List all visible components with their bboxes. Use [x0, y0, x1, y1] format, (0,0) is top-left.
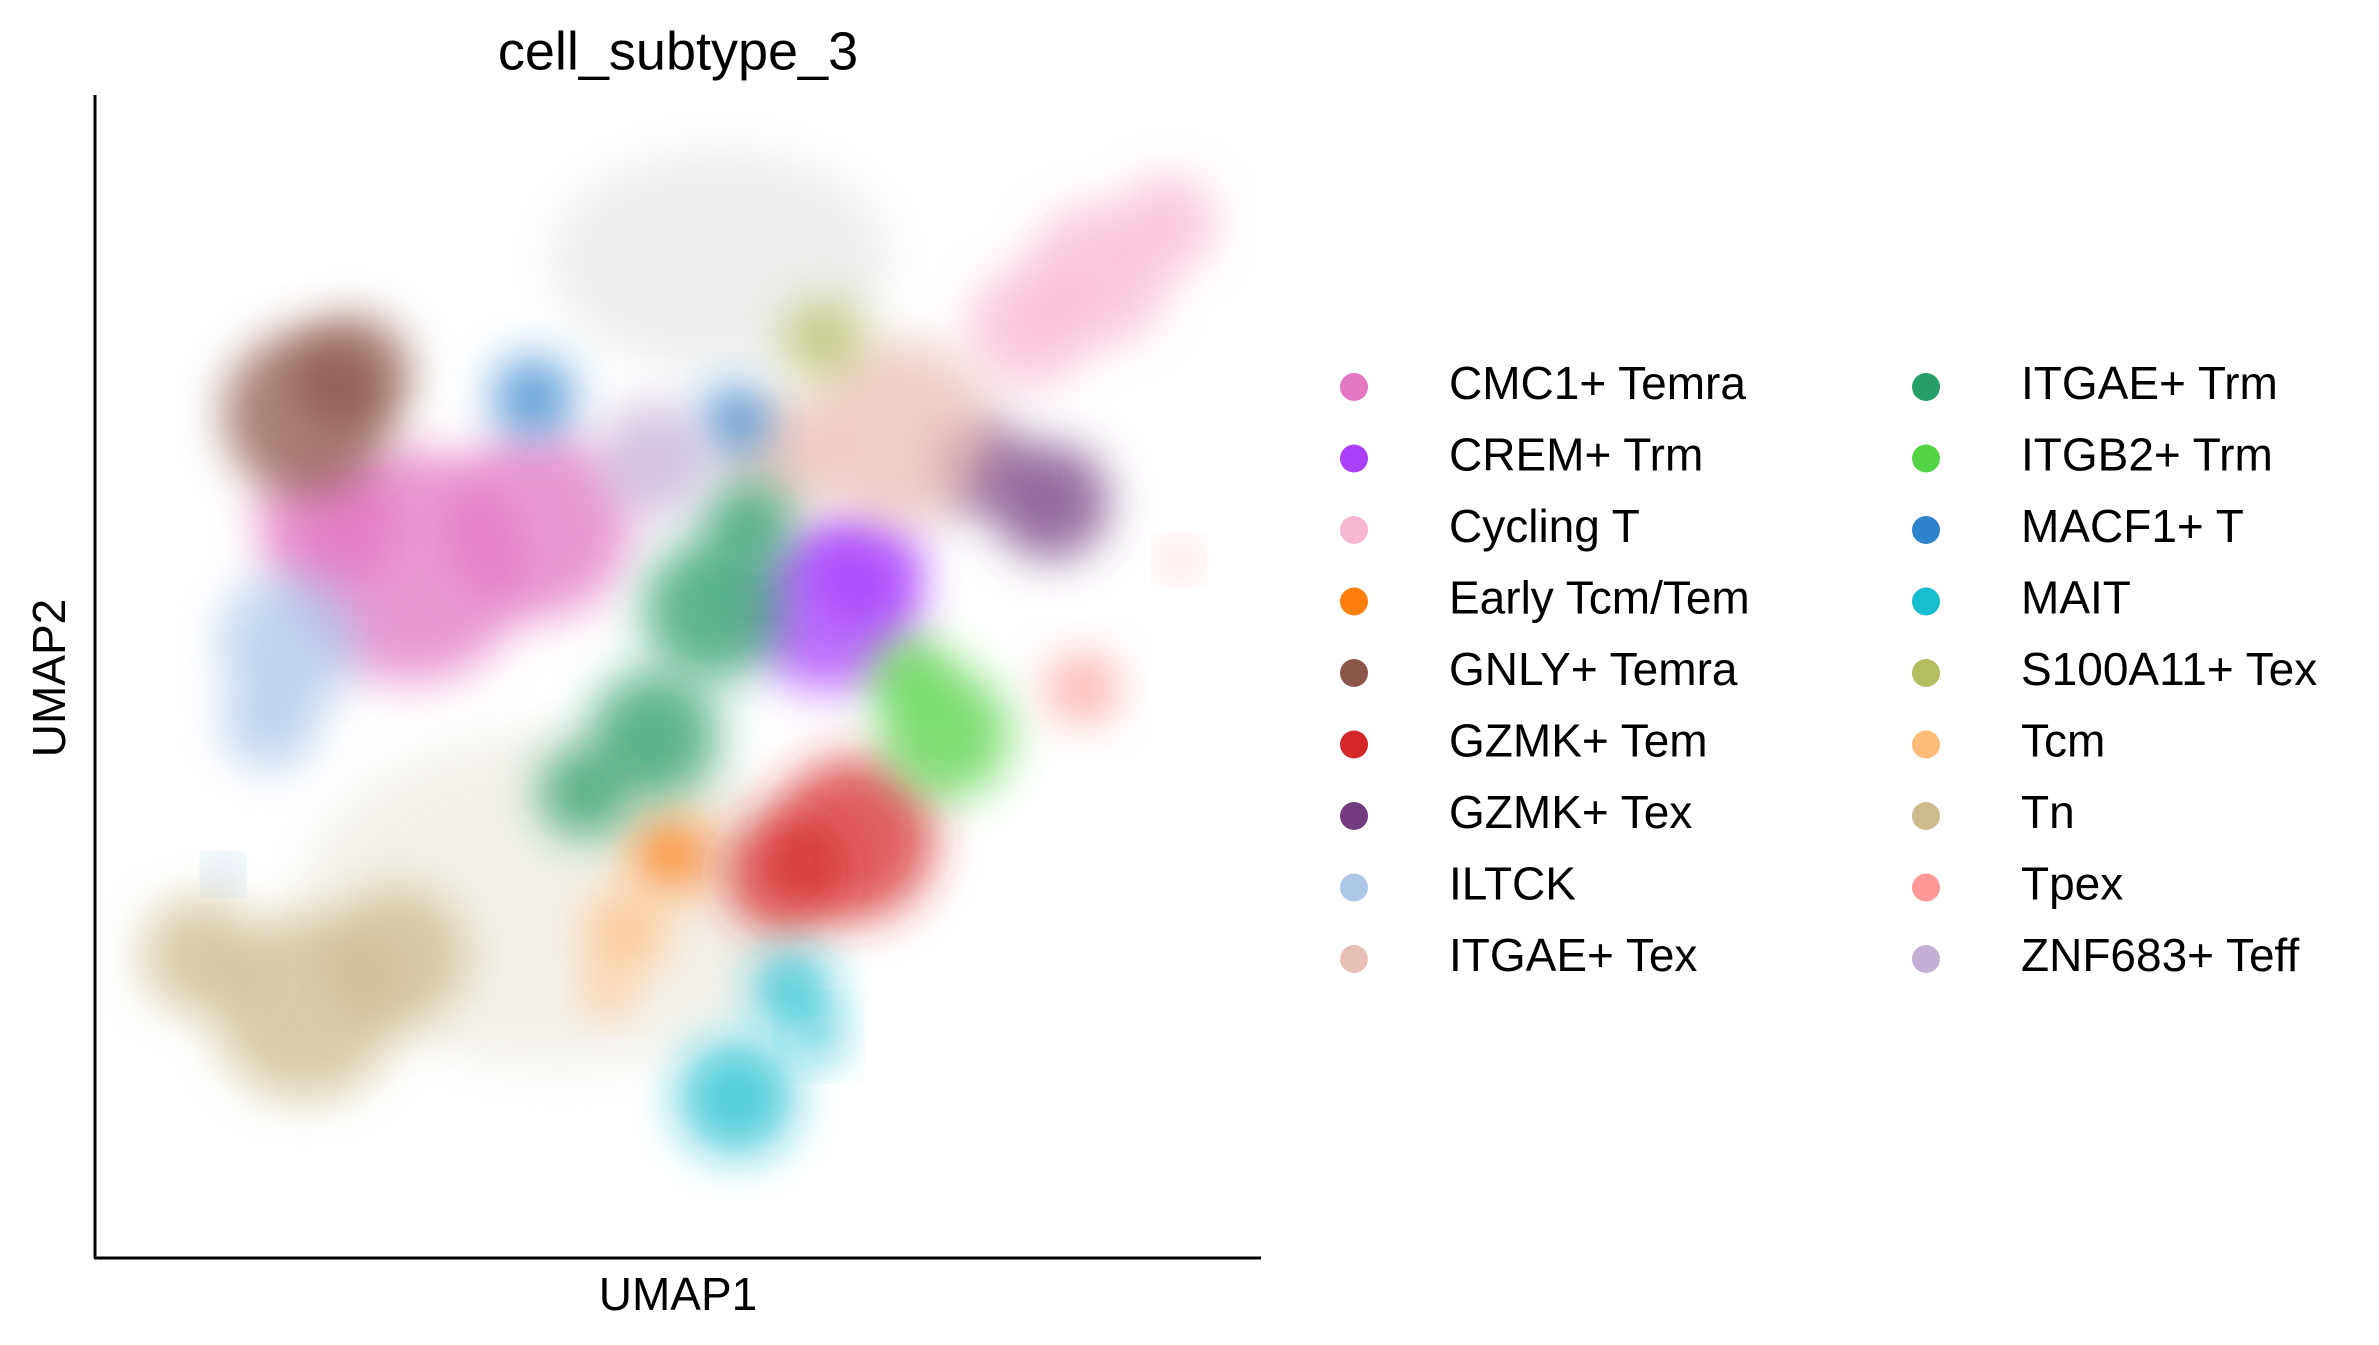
legend-label: GZMK+ Tem — [1449, 715, 1708, 767]
legend-label: Tcm — [2021, 715, 2105, 767]
cluster-point — [584, 967, 632, 1014]
cluster-point — [630, 813, 712, 896]
legend-label: MACF1+ T — [2021, 500, 2244, 552]
points — [141, 176, 1215, 1156]
legend-label: CREM+ Trm — [1449, 429, 1703, 481]
chart-title: cell_subtype_3 — [498, 21, 858, 81]
legend-marker — [1340, 587, 1368, 616]
legend-marker — [1912, 802, 1940, 830]
y-axis-label: UMAP2 — [23, 599, 75, 757]
legend: CMC1+ Temra CREM+ Trm Cycling T Early Tcm/T… — [1340, 357, 2317, 981]
cluster-point — [724, 815, 842, 933]
cluster-point — [782, 298, 865, 381]
cluster-point — [643, 540, 783, 681]
legend-marker — [1340, 802, 1368, 830]
cluster-point — [701, 478, 795, 572]
legend-label: GZMK+ Tex — [1449, 786, 1692, 838]
cluster-point — [538, 746, 632, 840]
legend-marker — [1912, 444, 1940, 473]
cluster-point — [751, 949, 834, 1032]
legend-marker — [1912, 373, 1940, 401]
legend-marker — [1912, 873, 1940, 902]
cluster-point — [678, 1039, 795, 1156]
legend-label: S100A11+ Tex — [2021, 643, 2317, 695]
legend-label: ZNF683+ Teff — [2021, 929, 2300, 981]
cluster-point — [584, 891, 667, 974]
legend-label: MAIT — [2021, 572, 2131, 624]
cluster-point — [1047, 653, 1118, 724]
legend-label: CMC1+ Temra — [1449, 357, 1746, 409]
x-axis-label: UMAP1 — [599, 1268, 757, 1320]
legend-marker — [1912, 730, 1940, 759]
legend-marker — [1340, 516, 1368, 544]
legend-label: ITGB2+ Trm — [2021, 429, 2273, 481]
cluster-point — [444, 432, 632, 619]
legend-label: Tpex — [2021, 858, 2123, 910]
cluster-point — [223, 676, 317, 770]
cluster-point — [969, 269, 1087, 386]
legend-label: ITGAE+ Trm — [2021, 357, 2278, 409]
cluster-point — [870, 635, 953, 718]
legend-label: Cycling T — [1449, 500, 1640, 552]
cluster-point — [293, 315, 410, 433]
cluster-point — [328, 885, 469, 1026]
cluster-point — [596, 401, 713, 519]
legend-marker — [1340, 945, 1368, 973]
cluster-point — [1165, 546, 1194, 575]
legend-label: Early Tcm/Tem — [1449, 572, 1750, 624]
cluster-point — [794, 1013, 842, 1061]
cluster-point — [211, 862, 235, 886]
cluster-point — [701, 385, 772, 456]
cluster-point — [1121, 176, 1215, 270]
legend-marker — [1912, 516, 1940, 544]
cluster-point — [492, 356, 575, 439]
legend-marker — [1912, 659, 1940, 687]
cluster-point — [806, 513, 923, 631]
plot-area — [141, 150, 1215, 1156]
legend-marker — [1340, 373, 1368, 401]
legend-label: GNLY+ Temra — [1449, 643, 1738, 695]
legend-marker — [1340, 730, 1368, 759]
legend-label: ILTCK — [1449, 858, 1576, 910]
legend-label: ITGAE+ Tex — [1449, 929, 1697, 981]
legend-marker — [1340, 444, 1368, 473]
cluster-point — [219, 571, 360, 712]
legend-label: Tn — [2021, 786, 2075, 838]
legend-marker — [1340, 873, 1368, 902]
legend-marker — [1912, 587, 1940, 616]
cluster-point — [806, 338, 993, 526]
legend-marker — [1912, 945, 1940, 973]
legend-marker — [1340, 659, 1368, 687]
cluster-point — [141, 897, 259, 1014]
